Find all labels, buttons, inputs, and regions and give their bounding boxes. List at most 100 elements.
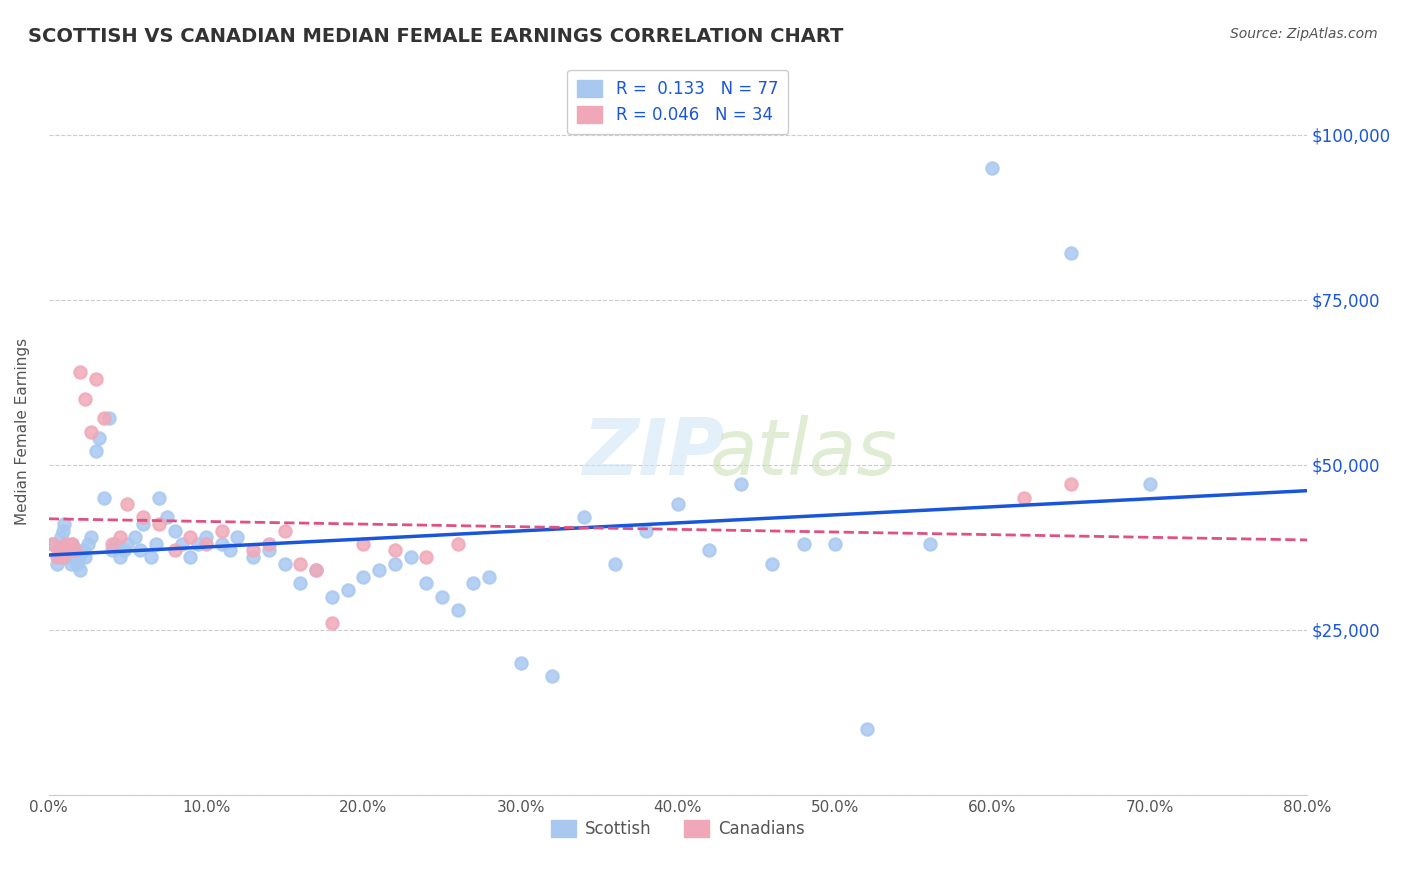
- Point: [104, 537, 127, 551]
- Point: [73, 392, 96, 406]
- Text: atlas: atlas: [710, 416, 897, 491]
- Point: [257, 543, 280, 558]
- Point: [42, 537, 65, 551]
- Point: [305, 563, 328, 577]
- Point: [148, 491, 170, 505]
- Point: [100, 537, 122, 551]
- Point: [52, 524, 75, 538]
- Point: [273, 524, 295, 538]
- Point: [699, 543, 721, 558]
- Point: [97, 411, 120, 425]
- Point: [108, 549, 131, 564]
- Point: [603, 557, 626, 571]
- Point: [321, 616, 343, 631]
- Point: [399, 549, 422, 564]
- Point: [415, 549, 437, 564]
- Point: [195, 537, 218, 551]
- Point: [352, 537, 374, 551]
- Point: [1060, 246, 1083, 260]
- Point: [55, 537, 77, 551]
- Point: [53, 516, 76, 531]
- Point: [58, 543, 80, 558]
- Point: [55, 537, 77, 551]
- Point: [572, 510, 595, 524]
- Point: [84, 444, 107, 458]
- Point: [41, 537, 63, 551]
- Point: [124, 530, 146, 544]
- Point: [65, 543, 87, 558]
- Point: [368, 563, 391, 577]
- Point: [77, 537, 100, 551]
- Point: [45, 557, 67, 571]
- Point: [59, 557, 82, 571]
- Point: [918, 537, 941, 551]
- Point: [855, 722, 877, 736]
- Point: [72, 543, 94, 558]
- Point: [290, 557, 312, 571]
- Point: [384, 557, 406, 571]
- Point: [447, 603, 470, 617]
- Point: [242, 543, 264, 558]
- Point: [69, 365, 91, 379]
- Point: [67, 549, 90, 564]
- Point: [290, 576, 312, 591]
- Point: [56, 549, 79, 564]
- Point: [60, 537, 83, 551]
- Point: [163, 524, 186, 538]
- Point: [981, 161, 1004, 175]
- Point: [463, 576, 485, 591]
- Point: [352, 570, 374, 584]
- Point: [66, 557, 89, 571]
- Point: [45, 549, 67, 564]
- Point: [1012, 491, 1035, 505]
- Point: [179, 530, 201, 544]
- Point: [218, 543, 240, 558]
- Point: [541, 669, 564, 683]
- Point: [65, 543, 87, 558]
- Point: [80, 530, 103, 544]
- Point: [195, 530, 218, 544]
- Legend: Scottish, Canadians: Scottish, Canadians: [544, 813, 811, 845]
- Point: [478, 570, 501, 584]
- Point: [84, 372, 107, 386]
- Point: [305, 563, 328, 577]
- Point: [117, 497, 139, 511]
- Point: [58, 543, 80, 558]
- Point: [156, 510, 179, 524]
- Point: [384, 543, 406, 558]
- Point: [129, 543, 152, 558]
- Point: [321, 590, 343, 604]
- Point: [211, 524, 233, 538]
- Point: [80, 425, 103, 439]
- Point: [63, 549, 86, 564]
- Point: [1060, 477, 1083, 491]
- Point: [730, 477, 752, 491]
- Point: [179, 549, 201, 564]
- Point: [46, 543, 69, 558]
- Point: [636, 524, 658, 538]
- Point: [793, 537, 815, 551]
- Point: [257, 537, 280, 551]
- Point: [69, 563, 91, 577]
- Point: [824, 537, 846, 551]
- Point: [187, 537, 209, 551]
- Point: [52, 549, 75, 564]
- Point: [1139, 477, 1161, 491]
- Point: [117, 537, 139, 551]
- Point: [666, 497, 689, 511]
- Point: [108, 530, 131, 544]
- Point: [132, 516, 155, 531]
- Point: [49, 549, 72, 564]
- Point: [211, 537, 233, 551]
- Point: [73, 549, 96, 564]
- Point: [415, 576, 437, 591]
- Text: SCOTTISH VS CANADIAN MEDIAN FEMALE EARNINGS CORRELATION CHART: SCOTTISH VS CANADIAN MEDIAN FEMALE EARNI…: [28, 27, 844, 45]
- Point: [49, 543, 72, 558]
- Point: [93, 491, 115, 505]
- Point: [430, 590, 453, 604]
- Point: [336, 582, 359, 597]
- Point: [112, 543, 135, 558]
- Y-axis label: Median Female Earnings: Median Female Earnings: [15, 338, 30, 525]
- Point: [93, 411, 115, 425]
- Text: ZIP: ZIP: [582, 416, 724, 491]
